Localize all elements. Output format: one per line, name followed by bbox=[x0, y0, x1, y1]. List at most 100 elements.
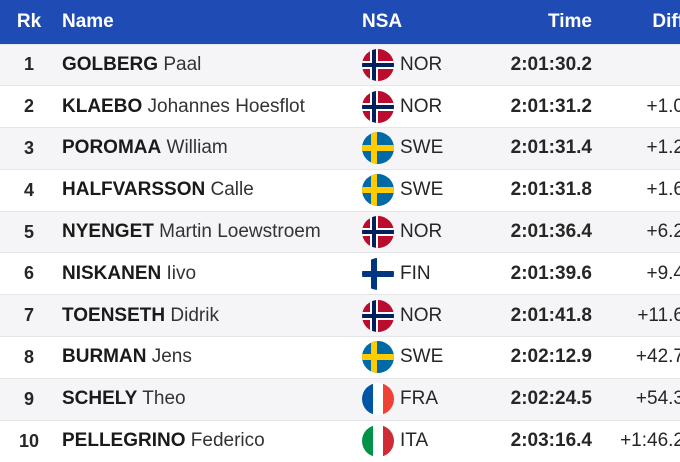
nsa-code: ITA bbox=[400, 430, 429, 452]
nsa-cell: FIN bbox=[362, 252, 474, 295]
flag-norway-icon bbox=[362, 216, 394, 249]
time-cell: 2:01:31.2 bbox=[474, 85, 592, 128]
nsa-code: NOR bbox=[400, 53, 443, 75]
results-header: Rk Name NSA Time Diff bbox=[0, 0, 680, 44]
rank-cell: 8 bbox=[0, 336, 58, 379]
name-cell[interactable]: BURMAN Jens bbox=[58, 336, 362, 379]
nsa-cell: ITA bbox=[362, 419, 474, 462]
time-cell: 2:01:30.2 bbox=[474, 43, 592, 86]
name-cell[interactable]: KLAEBO Johannes Hoesflot bbox=[58, 85, 362, 128]
flag-france-icon bbox=[362, 383, 394, 416]
table-row[interactable]: 3 POROMAA William SWE 2:01:31.4 +1.2 bbox=[0, 127, 680, 170]
athlete-firstname: William bbox=[166, 137, 228, 159]
athlete-firstname: Calle bbox=[210, 179, 254, 201]
nsa-group: NOR bbox=[362, 90, 443, 123]
table-row[interactable]: 1 GOLBERG Paal NOR 2:01:30.2 bbox=[0, 43, 680, 86]
nsa-cell: NOR bbox=[362, 210, 474, 253]
rank-cell: 4 bbox=[0, 168, 58, 212]
athlete-surname: HALFVARSSON bbox=[62, 179, 206, 201]
rank-cell: 3 bbox=[0, 127, 58, 170]
nsa-code: FRA bbox=[400, 388, 438, 410]
flag-norway-icon bbox=[362, 48, 394, 81]
nsa-group: ITA bbox=[362, 425, 429, 458]
nsa-code: NOR bbox=[400, 95, 443, 117]
diff-cell bbox=[592, 43, 680, 86]
athlete-surname: SCHELY bbox=[62, 388, 138, 410]
diff-cell: +1.0 bbox=[592, 85, 680, 128]
time-cell: 2:02:12.9 bbox=[474, 336, 592, 379]
diff-cell: +1:46.2 bbox=[592, 419, 680, 462]
nsa-code: SWE bbox=[400, 346, 444, 368]
diff-cell: +9.4 bbox=[592, 252, 680, 295]
name-cell[interactable]: HALFVARSSON Calle bbox=[58, 168, 362, 212]
nsa-group: NOR bbox=[362, 48, 443, 81]
name-cell[interactable]: NISKANEN Iivo bbox=[58, 252, 362, 295]
header-time[interactable]: Time bbox=[547, 10, 592, 32]
time-cell: 2:03:16.4 bbox=[474, 419, 592, 462]
athlete-firstname: Federico bbox=[190, 430, 265, 452]
nsa-group: SWE bbox=[362, 174, 444, 207]
diff-cell: +54.3 bbox=[592, 377, 680, 421]
header-name[interactable]: Name bbox=[62, 10, 114, 32]
nsa-group: NOR bbox=[362, 216, 443, 249]
nsa-group: NOR bbox=[362, 299, 442, 332]
nsa-group: FIN bbox=[362, 257, 431, 290]
nsa-code: FIN bbox=[400, 262, 431, 284]
rank-cell: 9 bbox=[0, 377, 58, 421]
table-row[interactable]: 10 PELLEGRINO Federico ITA 2:03:16.4 +1:46.2 bbox=[0, 419, 680, 462]
name-cell[interactable]: PELLEGRINO Federico bbox=[58, 419, 362, 462]
nsa-cell: NOR bbox=[362, 85, 474, 128]
nsa-code: NOR bbox=[400, 221, 443, 243]
nsa-cell: SWE bbox=[362, 168, 474, 212]
diff-cell: +1.2 bbox=[592, 127, 680, 170]
diff-cell: +42.7 bbox=[592, 336, 680, 379]
athlete-firstname: Jens bbox=[151, 346, 192, 368]
athlete-surname: KLAEBO bbox=[62, 95, 143, 117]
nsa-group: FRA bbox=[362, 383, 438, 416]
name-cell[interactable]: NYENGET Martin Loewstroem bbox=[58, 210, 362, 253]
athlete-surname: NYENGET bbox=[62, 221, 154, 243]
name-cell[interactable]: GOLBERG Paal bbox=[58, 43, 362, 86]
name-cell[interactable]: POROMAA William bbox=[58, 127, 362, 170]
flag-sweden-icon bbox=[362, 174, 394, 207]
nsa-cell: SWE bbox=[362, 127, 474, 170]
name-cell[interactable]: TOENSETH Didrik bbox=[58, 294, 362, 337]
header-rank[interactable]: Rk bbox=[16, 10, 42, 32]
rank-cell: 1 bbox=[0, 43, 58, 86]
athlete-surname: TOENSETH bbox=[62, 304, 166, 326]
results-body: 1 GOLBERG Paal NOR 2:01:30.2 2 KLAEBO Johanne… bbox=[0, 43, 680, 462]
rank-cell: 10 bbox=[0, 419, 58, 462]
flag-norway-icon bbox=[362, 90, 394, 123]
table-row[interactable]: 9 SCHELY Theo FRA 2:02:24.5 +54.3 bbox=[0, 377, 680, 421]
table-row[interactable]: 7 TOENSETH Didrik NOR 2:01:41.8 +11.6 bbox=[0, 294, 680, 337]
table-row[interactable]: 8 BURMAN Jens SWE 2:02:12.9 +42.7 bbox=[0, 336, 680, 379]
athlete-firstname: Theo bbox=[142, 388, 186, 410]
table-row[interactable]: 6 NISKANEN Iivo FIN 2:01:39.6 +9.4 bbox=[0, 252, 680, 295]
nsa-group: SWE bbox=[362, 132, 443, 165]
diff-cell: +6.2 bbox=[592, 210, 680, 253]
flag-sweden-icon bbox=[362, 341, 394, 374]
header-diff[interactable]: Diff bbox=[652, 10, 680, 32]
name-cell[interactable]: SCHELY Theo bbox=[58, 377, 362, 421]
nsa-code: SWE bbox=[400, 179, 444, 201]
flag-italy-icon bbox=[362, 425, 394, 458]
table-row[interactable]: 2 KLAEBO Johannes Hoesflot NOR 2:01:31.2 +1.… bbox=[0, 85, 680, 128]
table-row[interactable]: 4 HALFVARSSON Calle SWE 2:01:31.8 +1.6 bbox=[0, 168, 680, 212]
athlete-firstname: Iivo bbox=[166, 262, 197, 284]
nsa-cell: SWE bbox=[362, 336, 474, 379]
rank-cell: 7 bbox=[0, 294, 58, 337]
athlete-firstname: Didrik bbox=[170, 304, 219, 326]
time-cell: 2:01:41.8 bbox=[474, 294, 592, 337]
time-cell: 2:01:36.4 bbox=[474, 210, 592, 253]
nsa-cell: NOR bbox=[362, 294, 474, 337]
time-cell: 2:02:24.5 bbox=[474, 377, 592, 421]
athlete-surname: PELLEGRINO bbox=[62, 430, 186, 452]
nsa-group: SWE bbox=[362, 341, 444, 374]
rank-cell: 2 bbox=[0, 85, 58, 128]
time-cell: 2:01:39.6 bbox=[474, 252, 592, 295]
header-nsa[interactable]: NSA bbox=[362, 10, 403, 32]
nsa-cell: NOR bbox=[362, 43, 474, 86]
table-row[interactable]: 5 NYENGET Martin Loewstroem NOR 2:01:36.4 +6… bbox=[0, 210, 680, 253]
athlete-surname: BURMAN bbox=[62, 346, 147, 368]
